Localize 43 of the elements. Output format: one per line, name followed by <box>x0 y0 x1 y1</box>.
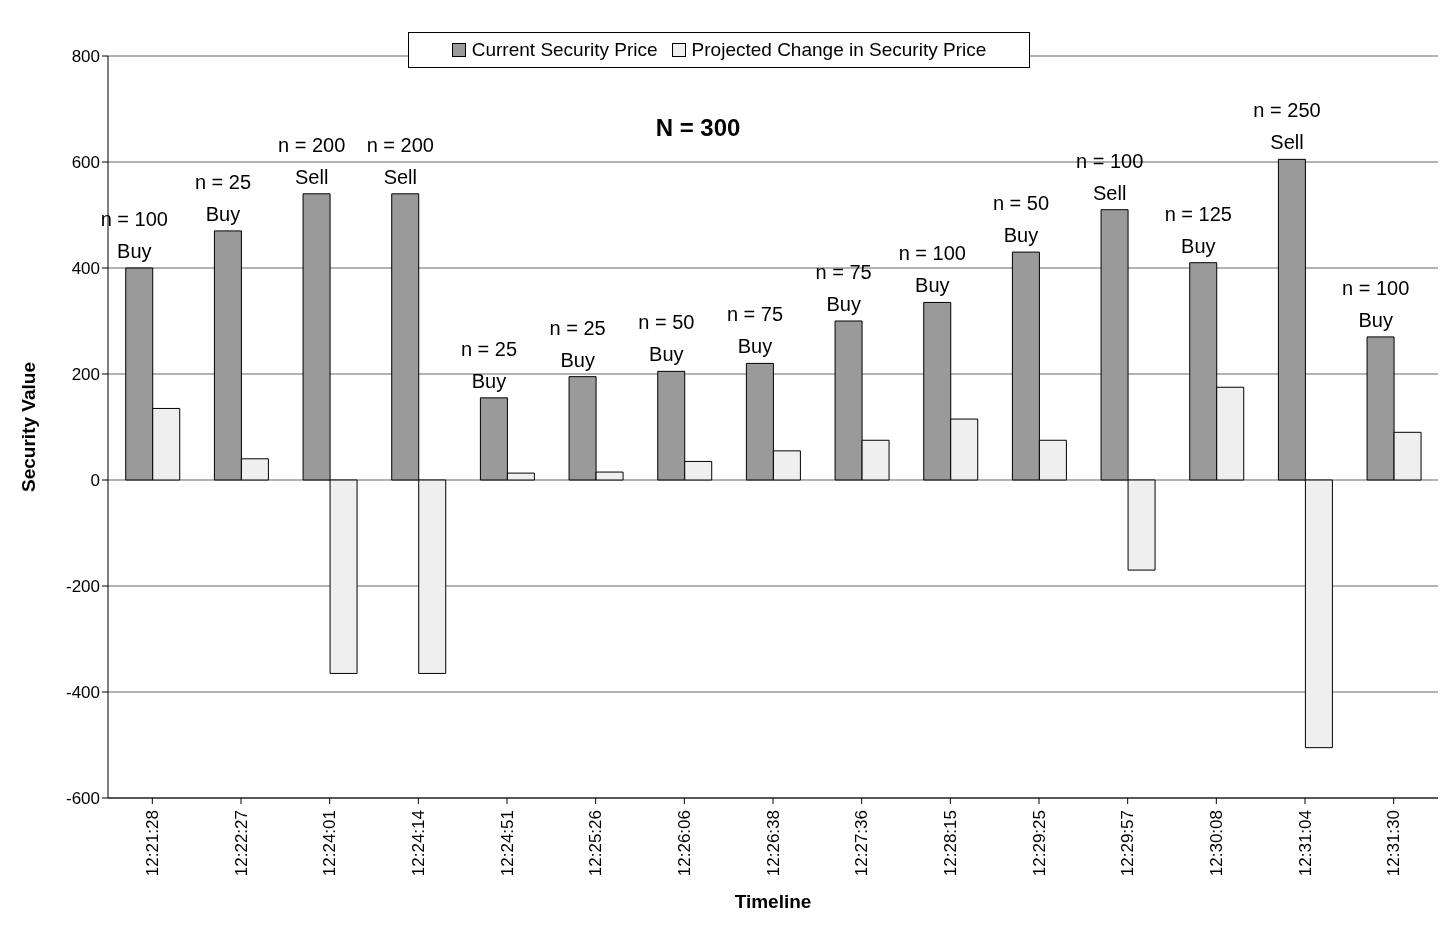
annotation: n = 75 Buy <box>815 261 872 315</box>
annotation: n = 100 Sell <box>1076 149 1144 204</box>
annotation: n = 100 Buy <box>1342 276 1410 331</box>
y-tick-label: 200 <box>71 365 100 385</box>
annotation: n = 125 Buy <box>1164 202 1232 257</box>
y-tick-label: -200 <box>65 577 100 597</box>
annotation: n = 25 Buy <box>549 316 606 371</box>
x-tick-label: 12:28:15 <box>940 810 960 877</box>
annotation: n = 50 Buy <box>638 311 695 366</box>
annotation: n = 75 Buy <box>726 303 784 358</box>
x-tick-label: 12:22:27 <box>231 810 251 877</box>
x-tick-label: 12:26:38 <box>763 810 783 877</box>
y-axis-title: Security Value <box>17 362 39 492</box>
x-tick-label: 12:31:04 <box>1295 810 1315 877</box>
annotation: n = 100 Buy <box>898 242 966 297</box>
x-tick-label: 12:24:51 <box>497 810 517 877</box>
x-tick-label: 12:26:06 <box>674 810 694 877</box>
x-tick-label: 12:24:14 <box>408 810 428 877</box>
x-tick-label: 12:27:36 <box>852 810 872 877</box>
x-tick-label: 12:31:30 <box>1384 810 1404 877</box>
y-tick-label: -600 <box>65 789 100 809</box>
x-tick-label: 12:29:57 <box>1118 810 1138 877</box>
x-tick-label: 12:29:25 <box>1029 810 1049 877</box>
x-tick-label: 12:30:08 <box>1206 810 1226 877</box>
y-tick-label: 0 <box>90 471 100 491</box>
annotation: n = 25 Buy <box>460 337 518 392</box>
annotation: N = 300 <box>654 114 742 142</box>
x-tick-label: 12:21:28 <box>142 810 162 877</box>
annotation: n = 250 Sell <box>1253 99 1321 154</box>
annotation: n = 100 Buy <box>100 208 168 262</box>
annotation: n = 200 Sell <box>366 133 434 188</box>
annotation: n = 50 Buy <box>992 192 1050 247</box>
legend-label: Projected Change in Security Price <box>691 39 987 61</box>
annotation: n = 200 Sell <box>278 133 346 188</box>
y-tick-label: 600 <box>71 153 100 173</box>
annotation: n = 25 Buy <box>194 170 252 225</box>
x-axis-title: Timeline <box>734 891 812 912</box>
legend-label: Current Security Price <box>471 39 658 61</box>
x-tick-label: 12:24:01 <box>320 810 340 877</box>
y-tick-label: 800 <box>71 47 100 67</box>
y-tick-label: 400 <box>71 259 100 279</box>
x-tick-label: 12:25:26 <box>586 810 606 877</box>
y-tick-label: -400 <box>65 683 100 703</box>
